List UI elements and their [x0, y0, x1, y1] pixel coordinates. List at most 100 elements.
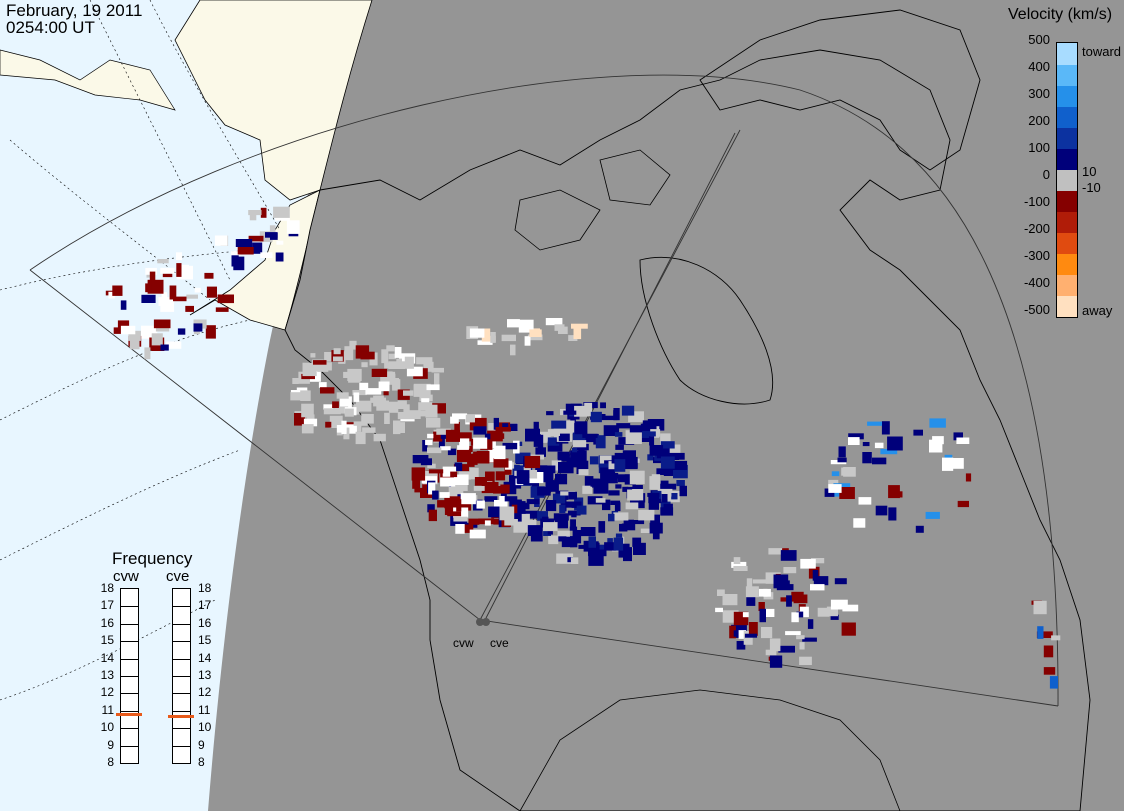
velocity-cell — [310, 353, 316, 358]
velocity-cell — [799, 606, 809, 618]
velocity-cell — [448, 486, 464, 499]
velocity-cell — [461, 524, 474, 533]
velocity-cell — [453, 516, 468, 522]
velocity-cell — [925, 511, 940, 519]
velocity-cell — [629, 470, 645, 485]
velocity-cell — [584, 402, 593, 417]
frequency-scale-label-right: 10 — [198, 720, 212, 735]
velocity-cell — [412, 455, 429, 464]
velocity-cell — [614, 432, 623, 437]
frequency-bar-cvw — [120, 588, 139, 764]
velocity-cell — [427, 463, 436, 469]
velocity-cell — [501, 334, 516, 342]
velocity-cell — [799, 656, 812, 665]
velocity-cell — [811, 558, 825, 564]
velocity-cell — [570, 557, 579, 564]
velocity-cell — [502, 423, 509, 431]
velocity-cell — [584, 476, 594, 488]
velocity-cell — [743, 630, 753, 645]
colorbar-segment — [1057, 169, 1077, 192]
velocity-cell — [411, 467, 426, 481]
velocity-cell — [359, 382, 369, 393]
colorbar-tick-label: -100 — [1023, 194, 1050, 209]
velocity-cell — [343, 371, 356, 378]
velocity-cell — [120, 325, 136, 335]
velocity-cell — [598, 521, 606, 533]
velocity-cell — [469, 328, 485, 338]
velocity-cell — [439, 492, 450, 498]
velocity-cell — [260, 207, 267, 218]
frequency-grid-line — [173, 623, 190, 625]
velocity-cell — [830, 614, 839, 620]
velocity-cell — [614, 459, 626, 472]
velocity-cell — [535, 447, 546, 457]
velocity-cell — [568, 335, 578, 341]
velocity-cell — [510, 344, 516, 356]
frequency-grid-line — [121, 606, 138, 608]
velocity-cell — [420, 411, 433, 417]
velocity-cell — [294, 413, 306, 426]
velocity-cell — [613, 537, 624, 551]
velocity-cell — [206, 286, 217, 298]
velocity-cell — [881, 421, 890, 435]
velocity-cell — [525, 428, 540, 442]
velocity-cell — [419, 394, 433, 402]
velocity-cell — [524, 336, 531, 346]
velocity-cell — [477, 340, 493, 345]
velocity-cell — [371, 368, 388, 377]
velocity-cell — [488, 506, 504, 518]
velocity-cell — [499, 506, 515, 521]
velocity-cell — [495, 471, 506, 481]
velocity-cell — [365, 388, 382, 395]
velocity-cell — [640, 528, 657, 533]
velocity-cell — [587, 496, 603, 505]
velocity-cell — [758, 588, 768, 597]
velocity-cell — [780, 550, 797, 561]
velocity-cell — [353, 392, 360, 402]
velocity-cell — [531, 477, 539, 491]
velocity-cell — [1049, 676, 1058, 689]
velocity-cell — [744, 633, 758, 638]
frequency-grid-line — [121, 710, 138, 712]
velocity-cell — [867, 421, 882, 426]
colorbar-tick-label: -500 — [1023, 302, 1050, 317]
velocity-cells — [105, 206, 1061, 689]
velocity-cell — [663, 503, 673, 515]
velocity-cell — [473, 451, 490, 462]
velocity-cell — [331, 350, 344, 362]
frequency-scale-label-left: 9 — [107, 737, 114, 752]
velocity-cell — [632, 537, 642, 547]
velocity-cell — [660, 441, 675, 449]
velocity-cell — [468, 518, 480, 525]
velocity-cell — [361, 362, 368, 368]
velocity-legend-title: Velocity (km/s) — [1008, 6, 1113, 23]
velocity-cell — [177, 328, 186, 335]
colorbar-segment — [1057, 148, 1077, 170]
velocity-cell — [260, 252, 273, 258]
velocity-cell — [161, 292, 168, 302]
velocity-cell — [659, 483, 677, 490]
frequency-scale-label-right: 16 — [198, 615, 212, 630]
velocity-cell — [622, 450, 636, 459]
velocity-cell — [843, 467, 856, 477]
velocity-cell — [641, 434, 651, 442]
velocity-cell — [841, 622, 856, 636]
velocity-cell — [275, 252, 284, 262]
velocity-cell — [600, 402, 606, 409]
velocity-cell — [344, 346, 354, 361]
velocity-cell — [888, 507, 897, 521]
velocity-cell — [426, 417, 441, 428]
velocity-cell — [176, 263, 182, 277]
velocity-cell — [1036, 631, 1053, 638]
velocity-cell — [176, 264, 189, 270]
frequency-scale-label-left: 11 — [101, 702, 114, 717]
velocity-cell — [370, 397, 386, 403]
frequency-grid-line — [121, 641, 138, 643]
velocity-cell — [205, 325, 216, 339]
velocity-cell — [300, 390, 311, 401]
velocity-cell — [602, 499, 611, 511]
velocity-cell — [604, 542, 616, 551]
velocity-cell — [590, 411, 602, 423]
velocity-cell — [629, 425, 643, 433]
velocity-cell — [436, 428, 451, 435]
